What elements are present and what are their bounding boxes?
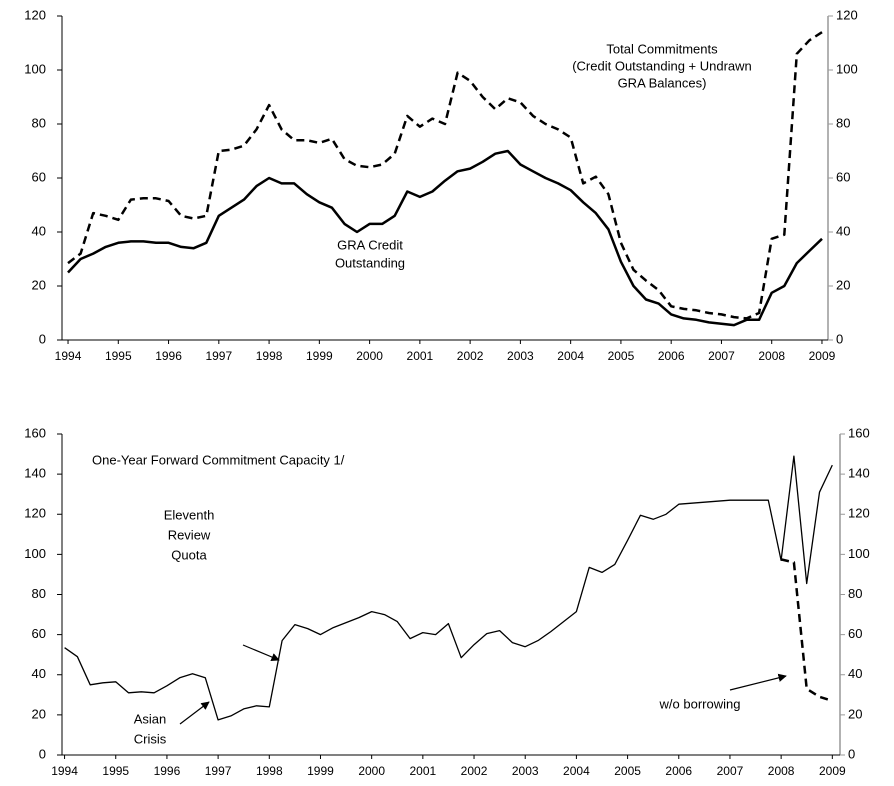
x-tick-label: 2006 <box>658 349 685 363</box>
y2-tick-label: 80 <box>848 586 862 601</box>
x-tick-label: 2007 <box>708 349 735 363</box>
annotation: Quota <box>171 547 207 562</box>
x-tick-label: 1999 <box>306 349 333 363</box>
series-line <box>67 31 823 320</box>
annotation: Asian <box>134 711 167 726</box>
x-tick-label: 2006 <box>665 764 692 778</box>
series-label: GRA Balances) <box>618 75 707 90</box>
x-tick-label: 2000 <box>356 349 383 363</box>
y2-tick-label: 140 <box>848 466 870 481</box>
x-tick-label: 1996 <box>154 764 181 778</box>
y-tick-label: 80 <box>32 115 46 130</box>
x-tick-label: 2008 <box>768 764 795 778</box>
x-tick-label: 1998 <box>256 349 283 363</box>
y-tick-label: 60 <box>32 626 46 641</box>
y-tick-label: 120 <box>24 506 46 521</box>
x-tick-label: 1995 <box>105 349 132 363</box>
x-tick-label: 1996 <box>155 349 182 363</box>
series-label: Outstanding <box>335 255 405 270</box>
x-tick-label: 2007 <box>717 764 744 778</box>
y-tick-label: 160 <box>24 425 46 440</box>
y-tick-label: 100 <box>24 546 46 561</box>
y2-tick-label: 0 <box>848 746 855 761</box>
series-line <box>67 149 823 327</box>
y2-tick-label: 0 <box>836 331 843 346</box>
y-tick-label: 0 <box>39 331 46 346</box>
annotation: Eleventh <box>164 507 215 522</box>
x-tick-label: 2000 <box>358 764 385 778</box>
annotation: Crisis <box>134 731 167 746</box>
y2-tick-label: 20 <box>848 706 862 721</box>
x-tick-label: 1998 <box>256 764 283 778</box>
y-tick-label: 140 <box>24 466 46 481</box>
y2-tick-label: 20 <box>836 277 850 292</box>
x-tick-label: 1999 <box>307 764 334 778</box>
y-tick-label: 100 <box>24 61 46 76</box>
x-tick-label: 1994 <box>51 764 78 778</box>
series-label: Total Commitments <box>606 41 718 56</box>
x-tick-label: 1995 <box>102 764 129 778</box>
x-tick-label: 2004 <box>557 349 584 363</box>
x-tick-label: 2002 <box>461 764 488 778</box>
y2-tick-label: 120 <box>848 506 870 521</box>
series-label: (Credit Outstanding + Undrawn <box>572 58 752 73</box>
y-tick-label: 20 <box>32 706 46 721</box>
y2-tick-label: 40 <box>836 223 850 238</box>
x-tick-label: 2008 <box>758 349 785 363</box>
x-tick-label: 2009 <box>809 349 836 363</box>
y2-tick-label: 60 <box>848 626 862 641</box>
x-tick-label: 1994 <box>55 349 82 363</box>
x-tick-label: 2001 <box>409 764 436 778</box>
y2-tick-label: 160 <box>848 425 870 440</box>
series-line <box>64 455 833 721</box>
y2-tick-label: 60 <box>836 169 850 184</box>
x-tick-label: 2003 <box>507 349 534 363</box>
x-tick-label: 2002 <box>457 349 484 363</box>
y-tick-label: 0 <box>39 746 46 761</box>
y2-tick-label: 100 <box>848 546 870 561</box>
y2-tick-label: 120 <box>836 7 858 22</box>
y-tick-label: 20 <box>32 277 46 292</box>
annotation: Review <box>168 527 211 542</box>
arrow <box>179 701 210 725</box>
x-tick-label: 1997 <box>205 349 232 363</box>
x-tick-label: 2001 <box>407 349 434 363</box>
x-tick-label: 2009 <box>819 764 846 778</box>
y-tick-label: 120 <box>24 7 46 22</box>
y2-tick-label: 100 <box>836 61 858 76</box>
series-line <box>780 558 833 702</box>
series-label: w/o borrowing <box>659 696 741 711</box>
y2-tick-label: 40 <box>848 666 862 681</box>
y-tick-label: 40 <box>32 666 46 681</box>
x-tick-label: 2003 <box>512 764 539 778</box>
x-tick-label: 2005 <box>614 764 641 778</box>
arrow <box>729 673 787 691</box>
x-tick-label: 1997 <box>205 764 232 778</box>
x-tick-label: 2005 <box>608 349 635 363</box>
y-tick-label: 60 <box>32 169 46 184</box>
y-tick-label: 80 <box>32 586 46 601</box>
y2-tick-label: 80 <box>836 115 850 130</box>
chart-title: One-Year Forward Commitment Capacity 1/ <box>92 452 345 467</box>
y-tick-label: 40 <box>32 223 46 238</box>
series-label: GRA Credit <box>337 237 403 252</box>
arrow <box>242 644 280 661</box>
x-tick-label: 2004 <box>563 764 590 778</box>
